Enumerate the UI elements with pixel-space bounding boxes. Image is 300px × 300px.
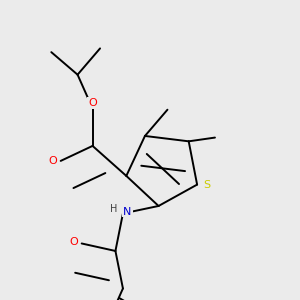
Text: H: H [110, 204, 117, 214]
Text: N: N [123, 207, 132, 217]
Text: O: O [48, 156, 57, 166]
Text: O: O [88, 98, 97, 108]
Text: O: O [69, 237, 78, 247]
Text: S: S [203, 180, 210, 190]
